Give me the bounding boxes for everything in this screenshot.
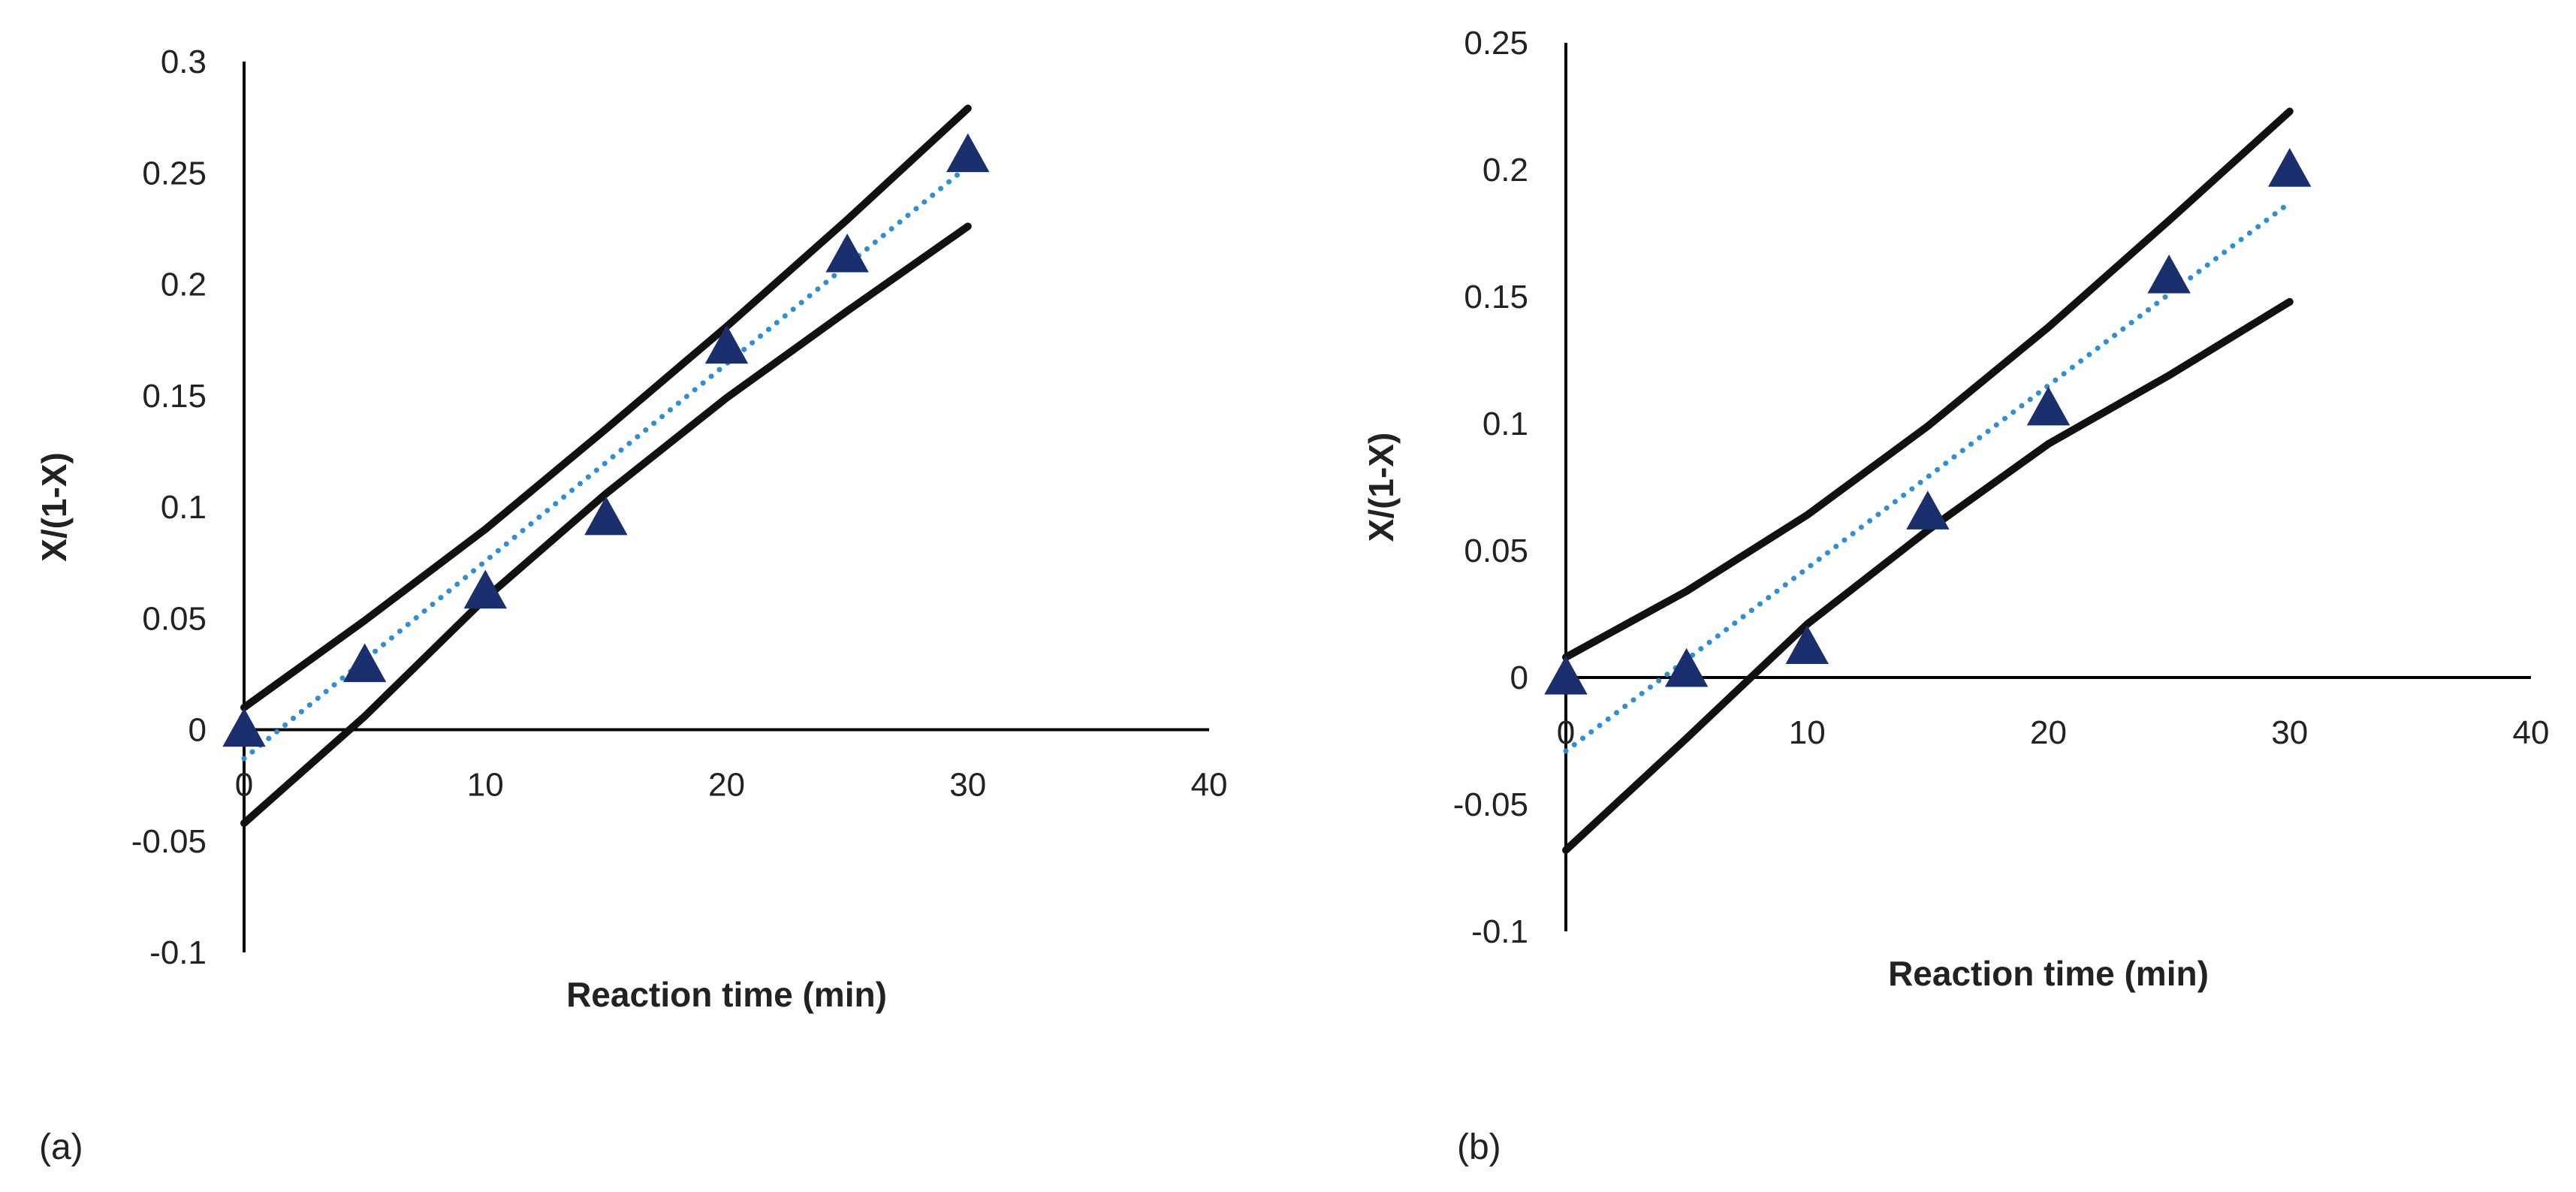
data-point-triangle	[1785, 625, 1829, 665]
y-axis-title: X/(1-X)	[35, 452, 74, 562]
x-tick-label: 30	[949, 767, 986, 804]
y-tick-label: -0.05	[1453, 786, 1528, 823]
y-tick-label: -0.1	[149, 934, 207, 971]
data-point-triangle	[704, 324, 749, 364]
data-point-triangle	[342, 643, 387, 683]
confidence-band-line	[240, 222, 972, 827]
x-tick-label: 0	[235, 767, 253, 804]
x-axis-title: Reaction time (min)	[1888, 954, 2209, 993]
y-tick-label: 0.25	[142, 155, 207, 192]
y-tick-label: 0.2	[1483, 152, 1528, 189]
trendline	[1563, 200, 2293, 754]
panel-label: (a)	[39, 1127, 83, 1167]
x-tick-label: 10	[467, 767, 504, 804]
y-tick-label: 0.1	[1483, 406, 1528, 442]
x-tick-label: 20	[2030, 714, 2067, 751]
y-tick-label: 0.3	[161, 44, 207, 80]
x-tick-label: 30	[2271, 714, 2308, 751]
data-point-triangle	[463, 569, 507, 609]
data-point-triangle	[825, 233, 869, 273]
confidence-band-line	[1562, 107, 2294, 661]
y-tick-label: 0.15	[142, 378, 207, 415]
data-point-triangle	[222, 708, 266, 747]
x-tick-label: 10	[1789, 714, 1826, 751]
data-point-triangle	[2268, 147, 2312, 187]
panel-label: (b)	[1457, 1127, 1501, 1167]
y-tick-label: 0.05	[1464, 533, 1528, 569]
data-point-triangle	[2026, 386, 2071, 426]
y-axis-title: X/(1-X)	[1362, 433, 1401, 542]
y-tick-label: 0.25	[1464, 25, 1528, 62]
confidence-band-line	[1562, 297, 2294, 854]
y-tick-label: 0	[1510, 659, 1528, 696]
data-point-triangle	[1664, 647, 1709, 687]
data-point-triangle	[1906, 490, 1950, 530]
x-tick-label: 40	[2513, 714, 2550, 751]
data-point-triangle	[1544, 655, 1588, 695]
x-axis-title: Reaction time (min)	[566, 975, 887, 1014]
x-tick-label: 40	[1191, 767, 1228, 804]
y-tick-label: 0.05	[142, 600, 207, 637]
y-tick-label: 0.15	[1464, 279, 1528, 315]
y-tick-label: 0.1	[161, 489, 207, 526]
y-tick-label: -0.1	[1471, 913, 1528, 950]
y-tick-label: -0.05	[131, 823, 207, 860]
data-point-triangle	[946, 133, 990, 173]
data-point-triangle	[2147, 254, 2191, 294]
trendline	[241, 163, 971, 762]
chart-panel-a: -0.1 -0.05 0 0.05 0.1 0.15 0.2 0.25 0.3 0 10 20 30 40…	[35, 44, 1227, 1167]
confidence-band-line	[240, 104, 972, 711]
y-tick-label: 0.2	[161, 267, 207, 303]
data-point-triangle	[584, 496, 628, 536]
y-tick-label: 0	[189, 712, 207, 749]
x-tick-label: 20	[708, 767, 745, 804]
